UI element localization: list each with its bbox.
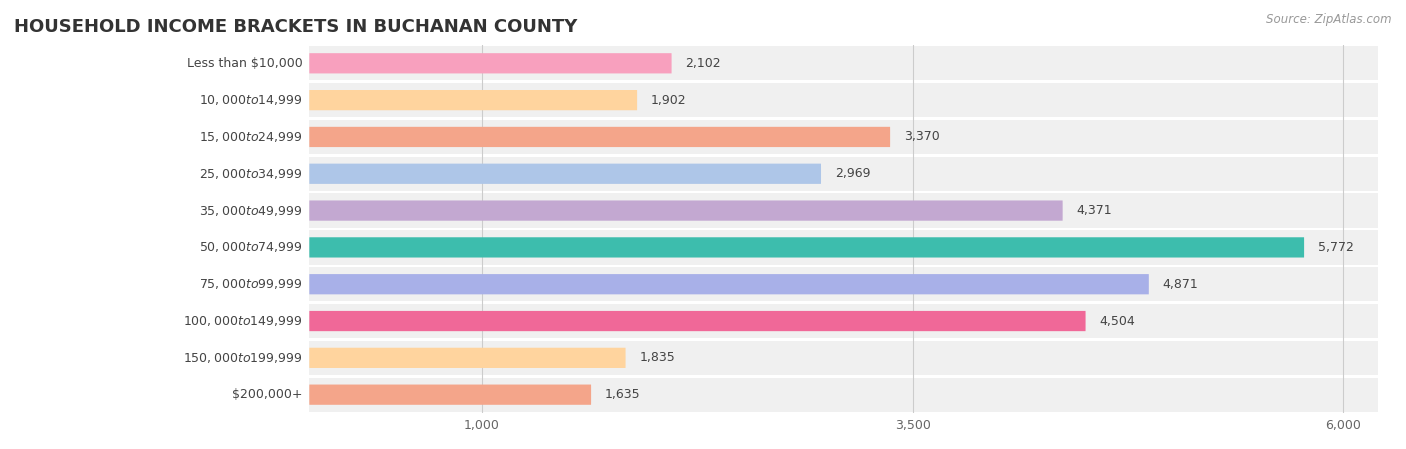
Text: 2,969: 2,969: [835, 167, 870, 180]
Bar: [309, 304, 1378, 338]
Text: 5,772: 5,772: [1317, 241, 1354, 254]
FancyBboxPatch shape: [309, 90, 637, 110]
Bar: [309, 194, 1378, 228]
FancyBboxPatch shape: [309, 348, 626, 368]
FancyBboxPatch shape: [309, 163, 821, 184]
Text: $35,000 to $49,999: $35,000 to $49,999: [198, 203, 302, 218]
Bar: [309, 83, 1378, 117]
Text: $200,000+: $200,000+: [232, 388, 302, 401]
Text: Less than $10,000: Less than $10,000: [187, 57, 302, 70]
FancyBboxPatch shape: [309, 127, 890, 147]
Bar: [309, 378, 1378, 412]
Bar: [309, 157, 1378, 191]
Bar: [309, 46, 1378, 80]
Text: Source: ZipAtlas.com: Source: ZipAtlas.com: [1267, 13, 1392, 26]
FancyBboxPatch shape: [309, 53, 672, 74]
Text: 4,371: 4,371: [1077, 204, 1112, 217]
Text: 4,504: 4,504: [1099, 315, 1135, 327]
Text: $100,000 to $149,999: $100,000 to $149,999: [183, 314, 302, 328]
Text: 1,902: 1,902: [651, 94, 686, 106]
Text: 2,102: 2,102: [685, 57, 721, 70]
FancyBboxPatch shape: [309, 237, 1305, 258]
Text: 1,835: 1,835: [640, 352, 675, 364]
Text: $50,000 to $74,999: $50,000 to $74,999: [198, 240, 302, 255]
Text: 3,370: 3,370: [904, 131, 939, 143]
Bar: [309, 120, 1378, 154]
Text: $75,000 to $99,999: $75,000 to $99,999: [198, 277, 302, 291]
Text: $15,000 to $24,999: $15,000 to $24,999: [198, 130, 302, 144]
FancyBboxPatch shape: [309, 274, 1149, 295]
FancyBboxPatch shape: [309, 200, 1063, 221]
Text: $150,000 to $199,999: $150,000 to $199,999: [183, 351, 302, 365]
Bar: [309, 267, 1378, 301]
Text: 4,871: 4,871: [1163, 278, 1198, 291]
Text: $25,000 to $34,999: $25,000 to $34,999: [198, 167, 302, 181]
Text: $10,000 to $14,999: $10,000 to $14,999: [198, 93, 302, 107]
FancyBboxPatch shape: [309, 311, 1085, 331]
Bar: [309, 341, 1378, 375]
FancyBboxPatch shape: [309, 384, 591, 405]
Bar: [309, 230, 1378, 264]
Text: HOUSEHOLD INCOME BRACKETS IN BUCHANAN COUNTY: HOUSEHOLD INCOME BRACKETS IN BUCHANAN CO…: [14, 18, 578, 36]
Text: 1,635: 1,635: [605, 388, 641, 401]
